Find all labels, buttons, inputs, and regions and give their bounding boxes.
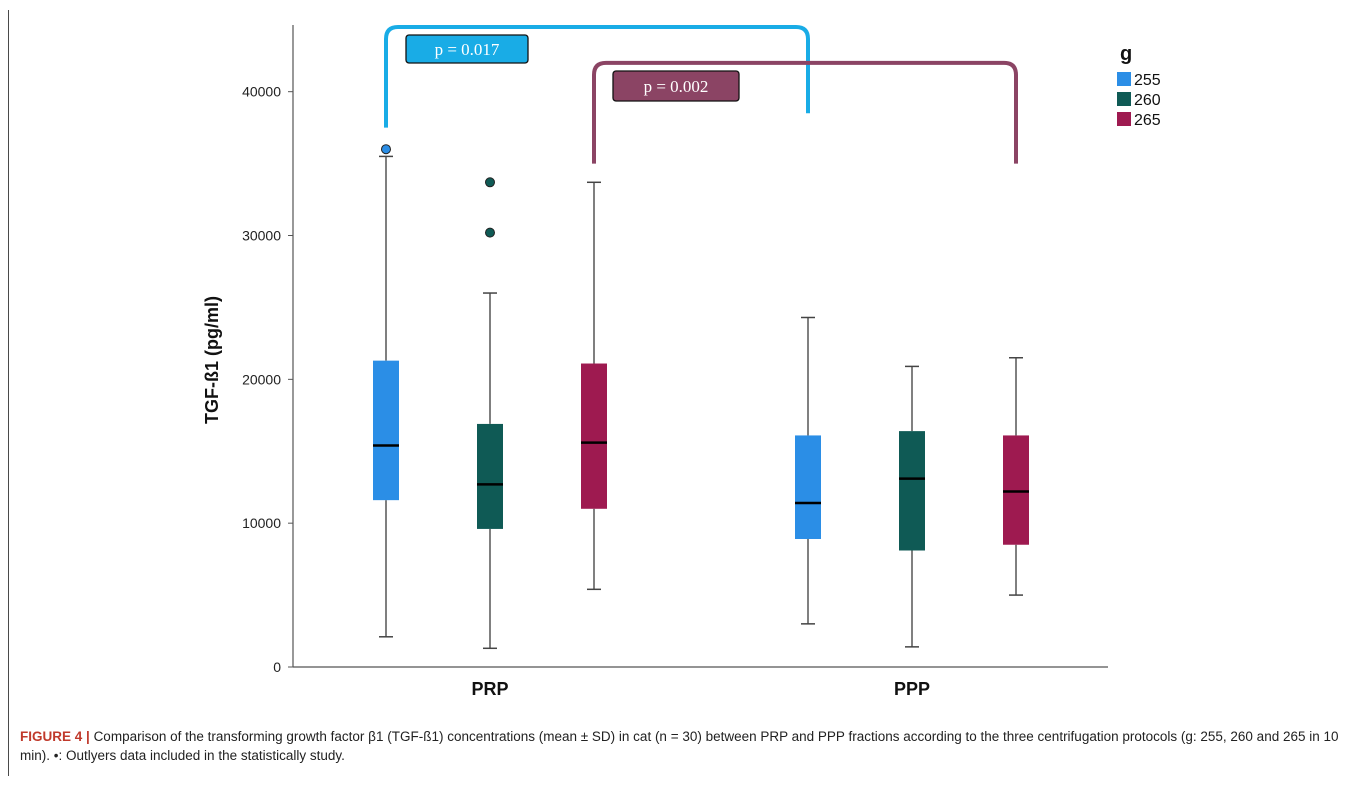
y-tick-label: 20000 <box>242 371 281 387</box>
iqr-box <box>581 363 607 509</box>
y-tick-label: 30000 <box>242 228 281 244</box>
outlier-point <box>485 227 495 238</box>
legend-label-255: 255 <box>1134 72 1161 89</box>
iqr-box <box>899 431 925 551</box>
significance-brackets: p = 0.017 p = 0.002 <box>384 24 1018 164</box>
boxplot-chart: 0 10000 20000 30000 40000 TGF-ß1 (pg/ml) PRP… <box>202 24 1161 699</box>
category-label-prp: PRP <box>471 679 508 699</box>
y-tick-label: 40000 <box>242 84 281 100</box>
caption-text: Comparison of the transforming growth fa… <box>20 729 1339 763</box>
bracket-line <box>384 24 810 128</box>
iqr-box <box>477 423 503 529</box>
box-prp-255 <box>373 144 399 638</box>
y-tick-label: 0 <box>273 659 281 675</box>
y-tick-label: 10000 <box>242 515 281 531</box>
bracket-line <box>592 60 1018 164</box>
significance-bracket: p = 0.017 <box>384 24 810 128</box>
p-value-label: p = 0.017 <box>435 40 500 59</box>
category-labels: PRP PPP <box>471 679 930 699</box>
box-ppp-255 <box>795 316 821 625</box>
y-ticks: 0 10000 20000 30000 40000 <box>242 84 293 675</box>
iqr-box <box>1003 435 1029 545</box>
legend-swatch-260 <box>1117 92 1131 106</box>
outlier-point <box>485 177 495 188</box>
y-axis-label: TGF-ß1 (pg/ml) <box>202 296 222 424</box>
box-prp-265 <box>581 181 607 591</box>
box-ppp-265 <box>1003 357 1029 596</box>
box-prp-260 <box>477 177 503 650</box>
legend-swatch-265 <box>1117 112 1131 126</box>
legend-label-260: 260 <box>1134 92 1161 109</box>
legend-swatch-255 <box>1117 72 1131 86</box>
figure-frame <box>8 10 1345 776</box>
axes <box>292 25 1108 668</box>
significance-bracket: p = 0.002 <box>592 60 1018 164</box>
legend: g 255 260 265 <box>1117 43 1161 129</box>
box-ppp-260 <box>899 365 925 648</box>
category-label-ppp: PPP <box>894 679 930 699</box>
legend-label-265: 265 <box>1134 112 1161 129</box>
p-value-box <box>405 34 529 64</box>
outlier-point <box>381 144 391 155</box>
iqr-box <box>373 360 399 501</box>
figure-caption: FIGURE 4 | Comparison of the transformin… <box>20 727 1340 765</box>
p-value-box <box>612 70 740 102</box>
iqr-box <box>795 435 821 539</box>
boxes <box>373 144 1029 650</box>
legend-title: g <box>1120 43 1132 65</box>
figure-label: FIGURE 4 | <box>20 729 90 744</box>
p-value-label: p = 0.002 <box>644 77 709 96</box>
